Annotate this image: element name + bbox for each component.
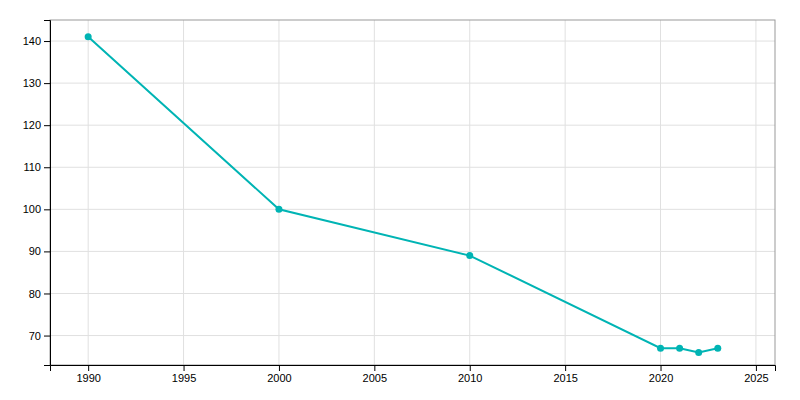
grid-line-y [50, 335, 775, 336]
grid-line-x [88, 20, 89, 365]
tick-label: 1995 [172, 372, 196, 384]
tick-label: 2010 [458, 372, 482, 384]
point [676, 345, 683, 352]
tick-mark [184, 365, 185, 371]
tick-mark [44, 41, 50, 42]
point [695, 349, 702, 356]
tick-label: 2000 [267, 372, 291, 384]
tick: 110 [23, 161, 50, 173]
tick-mark [44, 293, 50, 294]
tick-label: 80 [29, 287, 41, 299]
plot-frame [50, 20, 775, 365]
tick-label: 70 [29, 330, 41, 342]
axis-line [51, 366, 776, 372]
tick-mark [88, 365, 89, 371]
tick-mark [756, 365, 757, 371]
tick: 2010 [458, 365, 482, 384]
tick: 130 [23, 77, 50, 89]
tick-label: 2005 [363, 372, 387, 384]
point [275, 206, 282, 213]
tick-mark [279, 365, 280, 371]
grid-line-x [755, 20, 756, 365]
tick-mark [661, 365, 662, 371]
plot-area [85, 33, 722, 356]
tick-label: 2015 [553, 372, 577, 384]
chart: 1990 1995 2000 2005 2010 2015 2020 2025 70 80 90 10… [0, 0, 800, 400]
tick: 2005 [363, 365, 387, 384]
tick-label: 2020 [649, 372, 673, 384]
tick: 140 [23, 35, 50, 47]
grid-line-y [50, 167, 775, 168]
point [85, 33, 92, 40]
grid-line-x [374, 20, 375, 365]
tick-mark [44, 167, 50, 168]
grid-line-y [50, 41, 775, 42]
point [466, 252, 473, 259]
tick-mark [44, 336, 50, 337]
tick-mark [470, 365, 471, 371]
line [88, 37, 718, 353]
tick-mark [44, 251, 50, 252]
grid-line-x [278, 20, 279, 365]
tick: 2015 [553, 365, 577, 384]
tick-mark [44, 209, 50, 210]
tick: 2020 [649, 365, 673, 384]
axis-line [44, 21, 51, 366]
tick: 2000 [267, 365, 291, 384]
tick: 2025 [744, 365, 768, 384]
tick-label: 140 [23, 35, 41, 47]
grid-line-x [469, 20, 470, 365]
grid-line-x [660, 20, 661, 365]
grid-line-x [565, 20, 566, 365]
grid [50, 20, 775, 365]
tick-label: 90 [29, 245, 41, 257]
tick-mark [44, 83, 50, 84]
grid-line-y [50, 251, 775, 252]
tick-label: 130 [23, 77, 41, 89]
x-axis: 1990 1995 2000 2005 2010 2015 2020 2025 [51, 365, 776, 384]
point [657, 345, 664, 352]
tick-label: 1990 [76, 372, 100, 384]
tick-mark [44, 125, 50, 126]
tick: 90 [29, 245, 50, 257]
y-axis: 70 80 90 100 110 120 130 140 [23, 21, 51, 366]
tick-mark [565, 365, 566, 371]
tick-label: 110 [23, 161, 41, 173]
point [714, 345, 721, 352]
tick-label: 2025 [744, 372, 768, 384]
tick: 70 [29, 330, 50, 342]
grid-line-y [50, 83, 775, 84]
tick-mark [374, 365, 375, 371]
grid-line-y [50, 125, 775, 126]
tick: 120 [23, 119, 50, 131]
tick: 1990 [76, 365, 100, 384]
grid-line-x [183, 20, 184, 365]
tick-label: 120 [23, 119, 41, 131]
tick: 100 [23, 203, 50, 215]
grid-line-y [50, 293, 775, 294]
tick-label: 100 [23, 203, 41, 215]
grid-line-y [50, 209, 775, 210]
tick: 1995 [172, 365, 196, 384]
tick: 80 [29, 287, 50, 299]
